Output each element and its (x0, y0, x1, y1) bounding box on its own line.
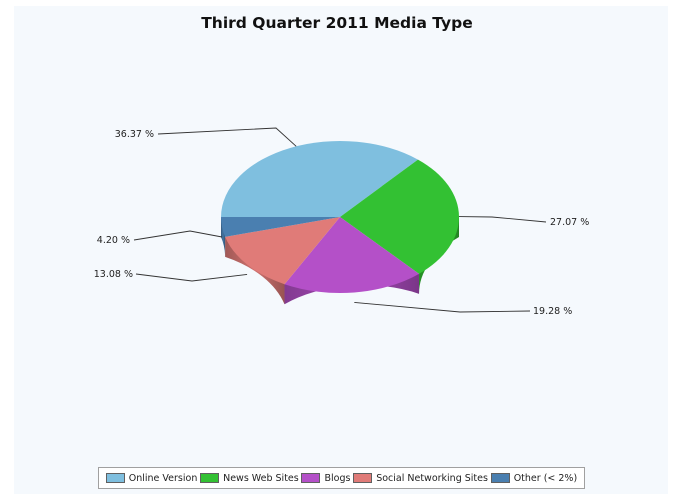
legend-swatch (301, 473, 321, 483)
leader-line-social-networking-sites (135, 273, 248, 282)
data-label-social-networking-sites: 13.08 % (94, 269, 133, 280)
chart-title: Third Quarter 2011 Media Type (201, 14, 473, 32)
leader-line-other-2 (133, 230, 223, 241)
data-label-online-version: 36.37 % (115, 129, 154, 140)
pie-slice-news-web-sites[interactable] (340, 159, 460, 274)
pie-slice-social-networking-sites[interactable] (225, 217, 340, 285)
legend: Online Version News Web Sites Blogs Social … (98, 467, 585, 489)
legend-label: Blogs (324, 472, 351, 484)
legend-item-blogs[interactable]: Blogs (301, 473, 350, 484)
legend-item-news-web-sites[interactable]: News Web Sites (200, 473, 299, 484)
legend-item-other-2[interactable]: Other (< 2%) (490, 472, 578, 484)
pie-slice-online-version[interactable] (221, 140, 418, 217)
data-label-other-2: 4.20 % (97, 235, 130, 246)
leader-line-news-web-sites (458, 216, 547, 223)
legend-swatch (200, 473, 220, 483)
legend-label: Other (< 2%) (513, 472, 578, 484)
legend-swatch (105, 473, 125, 483)
leader-line-online-version (157, 127, 297, 147)
legend-label: News Web Sites (223, 472, 299, 484)
data-label-blogs: 19.28 % (533, 306, 572, 317)
data-label-news-web-sites: 27.07 % (550, 217, 589, 228)
pie-slices (221, 140, 460, 293)
pie-slice-blogs[interactable] (284, 217, 420, 293)
legend-item-social-networking-sites[interactable]: Social Networking Sites (353, 473, 488, 484)
legend-label: Online Version (128, 472, 198, 484)
data-labels: 36.37 % 27.07 % 19.28 % 13.08 % 4.20 % (94, 127, 589, 317)
pie-slice-other-2[interactable] (221, 217, 340, 237)
leader-line-blogs (354, 301, 531, 313)
legend-item-online-version[interactable]: Online Version (105, 472, 198, 484)
legend-swatch (353, 473, 373, 483)
legend-label: Social Networking Sites (376, 472, 488, 484)
legend-swatch (490, 473, 510, 483)
